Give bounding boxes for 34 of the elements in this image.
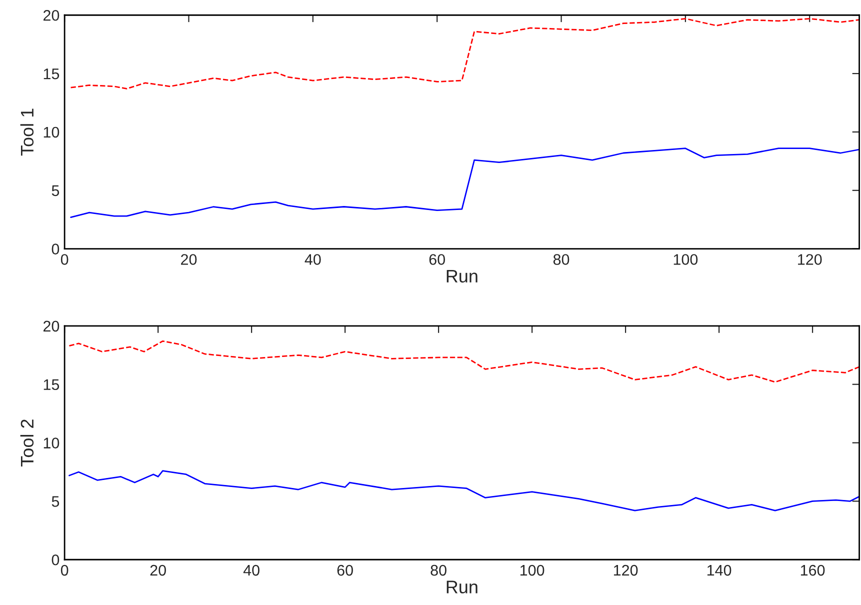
x-tick-label: 100 [674, 254, 698, 265]
y-tick-label: 15 [44, 68, 60, 80]
line-series [68, 340, 860, 383]
line-series [70, 148, 860, 218]
x-tick-label: 60 [337, 564, 353, 576]
line-series [68, 470, 860, 512]
y-tick-label: 15 [44, 379, 60, 390]
x-tick-label: 140 [707, 564, 732, 576]
y-tick-label: 10 [44, 126, 60, 138]
y-tick-label: 0 [52, 244, 60, 254]
x-axis-title: Run [446, 270, 478, 283]
x-tick-label: 60 [429, 254, 445, 265]
x-tick-label: 80 [430, 564, 446, 576]
line-series [70, 18, 860, 90]
y-tick-label: 5 [52, 185, 60, 196]
y-tick-label: 5 [52, 496, 60, 507]
x-tick-label: 120 [614, 564, 638, 576]
x-axis-title: Run [446, 580, 478, 594]
x-tick-label: 0 [60, 564, 68, 576]
y-tick-label: 20 [43, 320, 60, 332]
y-axis-title: Tool 2 [20, 420, 34, 466]
y-tick-label: 20 [43, 10, 60, 21]
y-tick-label: 0 [52, 554, 60, 566]
x-tick-label: 20 [150, 564, 166, 576]
x-tick-label: 80 [553, 254, 570, 265]
x-tick-label: 40 [243, 564, 260, 576]
y-axis-title: Tool 1 [20, 108, 34, 156]
x-tick-label: 120 [798, 254, 822, 265]
x-tick-label: 100 [520, 564, 544, 576]
x-tick-label: 0 [60, 254, 68, 265]
x-tick-label: 20 [181, 254, 197, 265]
y-tick-label: 10 [44, 438, 60, 448]
x-tick-label: 40 [304, 254, 321, 265]
x-tick-label: 160 [800, 564, 825, 576]
